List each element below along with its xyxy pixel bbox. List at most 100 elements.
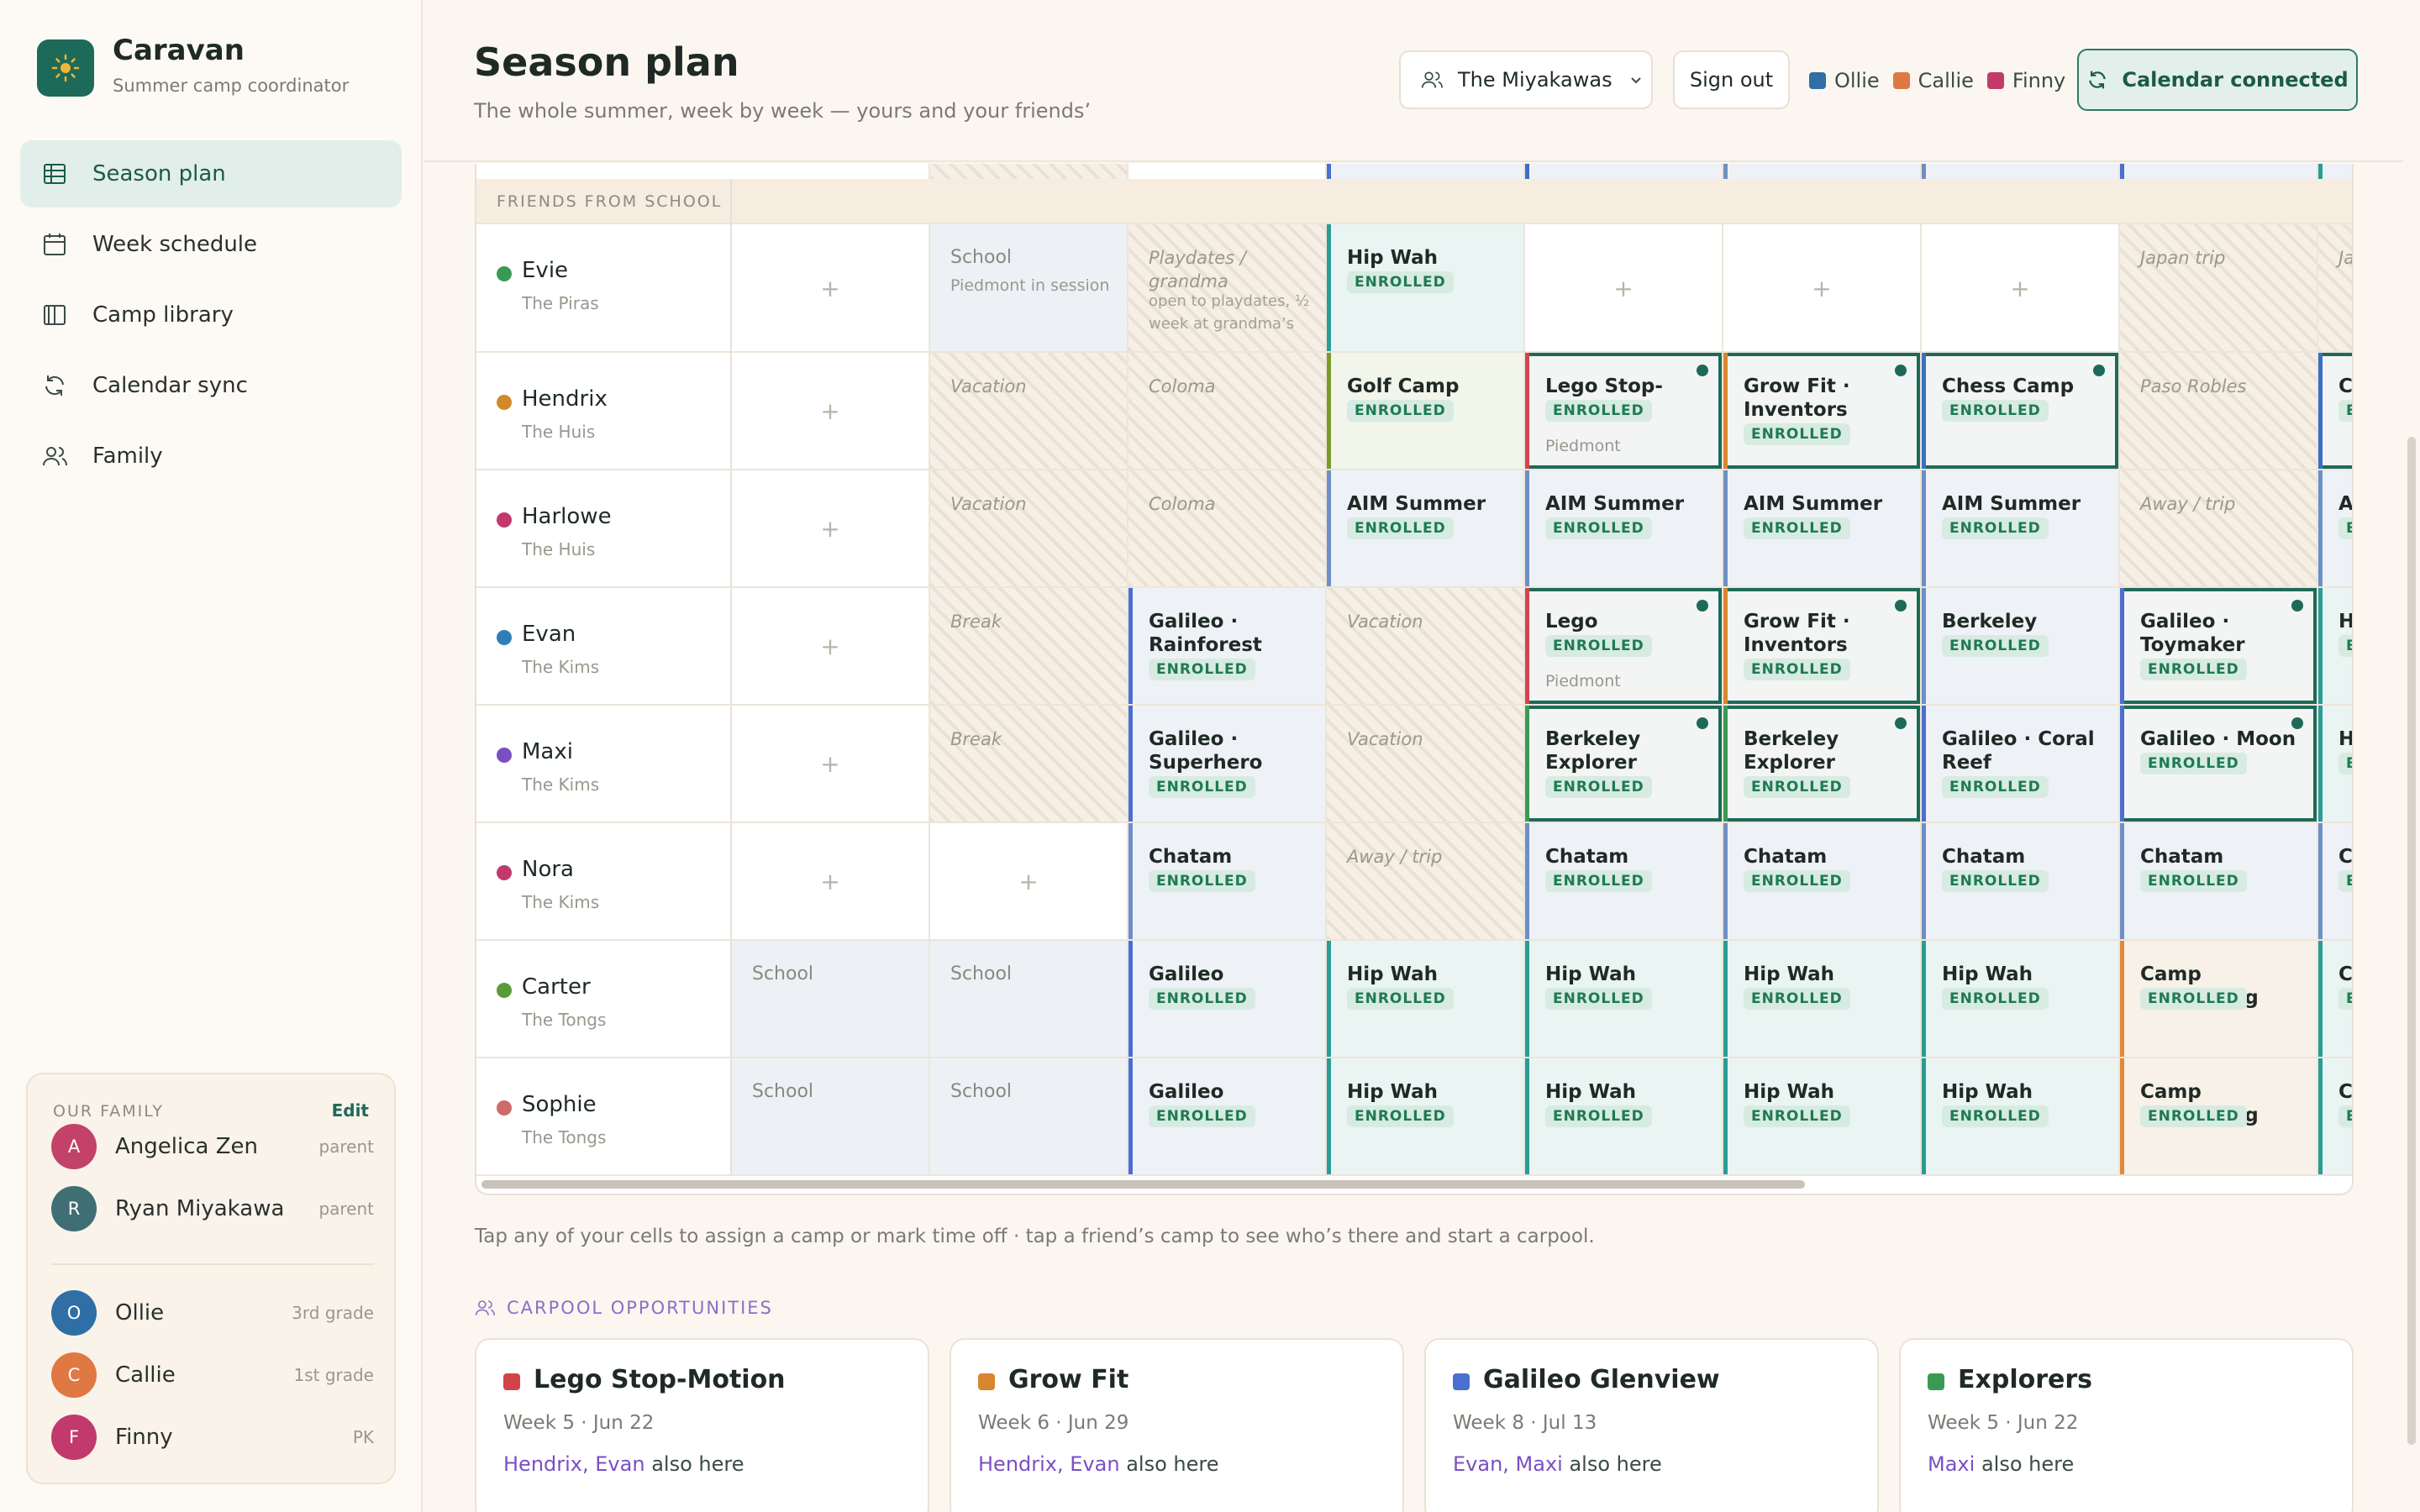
shared-camp-cell[interactable]: Grow Fit · Inventors ENROLLED <box>1723 353 1922 470</box>
camp-cell[interactable]: Hip Wah ENROLLED <box>1922 1058 2120 1176</box>
calendar-connected-button[interactable]: Calendar connected <box>2077 49 2358 111</box>
camp-cell[interactable]: Hip Wah ENROLLED <box>1327 1058 1525 1176</box>
camp-cell[interactable]: Camp Everything ENROLLED <box>2120 941 2318 1058</box>
camp-cell[interactable]: AIM Summer Camp ENROLLED <box>1922 470 2120 588</box>
camp-cell[interactable]: Chatam ENROLLED <box>2120 823 2318 941</box>
camp-title: Hip Wah <box>1942 1081 2033 1103</box>
camp-cell[interactable]: Hip Wah ENROLLED <box>1327 941 1525 1058</box>
camp-cell[interactable]: Galileo · Rainforest ENROLLED <box>1128 588 1327 706</box>
camp-cell[interactable]: Camp Everything ENROLLED <box>2318 1058 2352 1176</box>
empty-week-cell[interactable]: + <box>732 353 930 470</box>
empty-week-cell[interactable]: + <box>732 706 930 823</box>
family-member[interactable]: A Angelica Zen parent <box>51 1121 374 1172</box>
camp-cell[interactable]: Chatam ENROLLED <box>1723 823 1922 941</box>
shared-camp-cell[interactable]: Camp ENROLLED <box>2318 353 2352 470</box>
camp-cell[interactable]: Hip Wah ENROLLED <box>1525 941 1723 1058</box>
person-name: Hendrix <box>522 386 608 412</box>
sidebar-item-calendar-sync[interactable]: Calendar sync <box>20 352 402 419</box>
carpool-friend-names[interactable]: Hendrix, Evan <box>978 1452 1120 1476</box>
shared-camp-cell[interactable]: Lego ENROLLED Piedmont <box>1525 588 1723 706</box>
person-dot <box>497 512 512 528</box>
person-cell: Harlowe The Huis <box>476 470 732 588</box>
camp-cell[interactable]: Hip Wah ENROLLED <box>2318 588 2352 706</box>
camp-cell[interactable]: AIM Summer Camp ENROLLED <box>2318 470 2352 588</box>
enrolled-badge: ENROLLED <box>1149 988 1255 1010</box>
empty-week-cell[interactable]: + <box>732 224 930 353</box>
shared-camp-cell[interactable]: Grow Fit · Inventors ENROLLED <box>1723 588 1922 706</box>
carpool-card[interactable]: Explorers Week 5 · Jun 22 Maxi also here <box>1899 1338 2354 1512</box>
camp-cell[interactable]: Galileo Glenview ENROLLED <box>1128 1058 1327 1176</box>
camp-title: Hip Wah <box>1545 1081 1637 1103</box>
sidebar-item-family[interactable]: Family <box>20 423 402 490</box>
camp-cell[interactable]: Hip Wah ENROLLED <box>2318 706 2352 823</box>
enrolled-badge: ENROLLED <box>1744 870 1850 892</box>
person-cell: Maxi The Kims <box>476 706 732 823</box>
avatar: F <box>51 1415 97 1460</box>
empty-week-cell[interactable]: + <box>1723 224 1922 353</box>
camp-cell[interactable]: Camp Everything ENROLLED <box>2120 1058 2318 1176</box>
camp-cell[interactable]: Golf Camp ENROLLED <box>1327 353 1525 470</box>
empty-week-cell[interactable]: + <box>930 823 1128 941</box>
shared-camp-cell[interactable]: Berkeley Explorer ENROLLED <box>1525 706 1723 823</box>
sidebar-item-week-schedule[interactable]: Week schedule <box>20 211 402 278</box>
camp-title: Chatam <box>1545 846 1629 868</box>
camp-cell[interactable]: Berkeley Chess ENROLLED <box>1922 588 2120 706</box>
sidebar-item-season-plan[interactable]: Season plan <box>20 140 402 207</box>
camp-cell[interactable]: Chatam ENROLLED <box>1922 823 2120 941</box>
cell-title: Japan trip <box>2338 248 2354 268</box>
empty-week-cell[interactable]: + <box>732 470 930 588</box>
camp-cell[interactable]: Galileo · Coral Reef ENROLLED <box>1922 706 2120 823</box>
carpool-friends-line: Evan, Maxi also here <box>1453 1452 1662 1476</box>
carpool-card[interactable]: Galileo Glenview Week 8 · Jul 13 Evan, M… <box>1424 1338 1879 1512</box>
camp-accent <box>1723 588 1728 704</box>
camp-cell[interactable]: Chatam ENROLLED <box>1525 823 1723 941</box>
empty-week-cell[interactable]: + <box>732 588 930 706</box>
empty-week-cell[interactable]: + <box>732 823 930 941</box>
family-member[interactable]: O Ollie 3rd grade <box>51 1288 374 1338</box>
carpool-friend-names[interactable]: Hendrix, Evan <box>503 1452 645 1476</box>
family-member[interactable]: C Callie 1st grade <box>51 1350 374 1400</box>
empty-week-cell[interactable]: + <box>1525 224 1723 353</box>
camp-cell[interactable]: Chatam ENROLLED <box>2318 823 2352 941</box>
sync-icon <box>45 375 64 396</box>
vertical-scrollbar[interactable] <box>2407 437 2416 1445</box>
carpool-card[interactable]: Lego Stop-Motion Week 5 · Jun 22 Hendrix… <box>475 1338 929 1512</box>
member-name: Finny <box>115 1425 173 1450</box>
family-select[interactable]: The Miyakawas <box>1399 50 1653 109</box>
carpool-card[interactable]: Grow Fit Week 6 · Jun 29 Hendrix, Evan a… <box>950 1338 1404 1512</box>
family-member[interactable]: F Finny PK <box>51 1412 374 1462</box>
person-dot <box>497 1100 512 1116</box>
sidebar: Caravan Summer camp coordinator Season p… <box>0 0 423 1512</box>
camp-cell[interactable]: AIM Summer Camp ENROLLED <box>1723 470 1922 588</box>
camp-cell[interactable]: Chatam ENROLLED <box>1128 823 1327 941</box>
carpool-friend-names[interactable]: Evan, Maxi <box>1453 1452 1563 1476</box>
camp-cell[interactable]: Galileo · Superhero ENROLLED <box>1128 706 1327 823</box>
camp-cell[interactable]: Hip Wah ENROLLED <box>1723 941 1922 1058</box>
sidebar-item-camp-library[interactable]: Camp library <box>20 281 402 349</box>
cell-title: Away / trip <box>1347 847 1443 867</box>
shared-camp-cell[interactable]: Galileo · Toymaker ENROLLED <box>2120 588 2318 706</box>
camp-cell[interactable]: Hip Wah ENROLLED <box>1922 941 2120 1058</box>
camp-cell[interactable]: Galileo Glenview ENROLLED <box>1128 941 1327 1058</box>
empty-week-cell[interactable]: + <box>1922 224 2120 353</box>
sign-out-button[interactable]: Sign out <box>1673 50 1790 109</box>
shared-camp-cell[interactable]: Galileo · Moon ENROLLED <box>2120 706 2318 823</box>
shared-camp-cell[interactable]: Chess Camp ENROLLED <box>1922 353 2120 470</box>
camp-swatch <box>503 1373 520 1390</box>
member-role: 1st grade <box>293 1365 374 1385</box>
edit-family-button[interactable]: Edit <box>331 1100 369 1121</box>
camp-cell[interactable]: Hip Wah ENROLLED <box>1525 1058 1723 1176</box>
enrolled-badge: ENROLLED <box>2338 988 2352 1010</box>
carpool-friend-names[interactable]: Maxi <box>1928 1452 1975 1476</box>
overlap-dot <box>1895 600 1907 612</box>
camp-cell[interactable]: AIM Summer Camp ENROLLED <box>1525 470 1723 588</box>
calendar-icon <box>44 234 66 255</box>
camp-cell[interactable]: Hip Wah ENROLLED <box>1327 224 1525 353</box>
camp-cell[interactable]: AIM Summer Camp ENROLLED <box>1327 470 1525 588</box>
camp-cell[interactable]: Camp Everything ENROLLED <box>2318 941 2352 1058</box>
horizontal-scrollbar[interactable] <box>481 1180 1805 1189</box>
family-member[interactable]: R Ryan Miyakawa parent <box>51 1184 374 1234</box>
camp-cell[interactable]: Hip Wah ENROLLED <box>1723 1058 1922 1176</box>
shared-camp-cell[interactable]: Berkeley Explorer ENROLLED <box>1723 706 1922 823</box>
